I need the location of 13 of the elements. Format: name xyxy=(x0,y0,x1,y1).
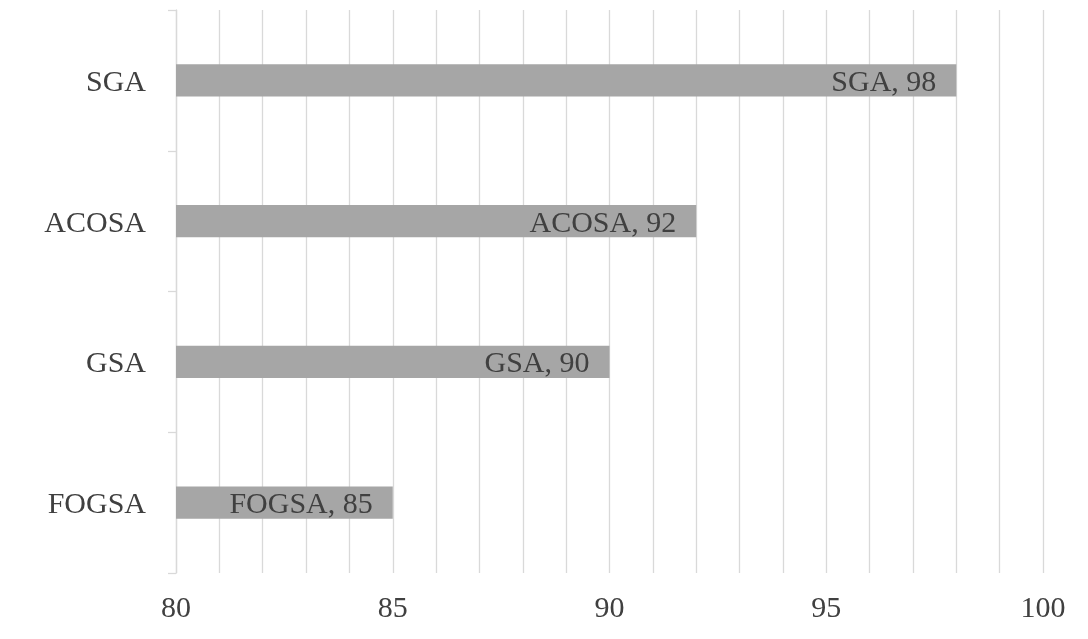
x-tick-label: 85 xyxy=(377,589,408,623)
data-label: SGA, 98 xyxy=(831,63,937,97)
data-label: GSA, 90 xyxy=(484,345,590,379)
x-tick-label: 95 xyxy=(811,589,842,623)
x-tick-label: 100 xyxy=(1020,589,1066,623)
data-label: ACOSA, 92 xyxy=(529,204,677,238)
y-tick-label: GSA xyxy=(85,345,147,379)
y-tick-label: FOGSA xyxy=(47,486,147,520)
x-tick-label: 90 xyxy=(594,589,625,623)
y-tick-label: ACOSA xyxy=(44,204,147,238)
x-tick-label: 80 xyxy=(161,589,191,623)
data-label: FOGSA, 85 xyxy=(229,486,373,520)
y-tick-label: SGA xyxy=(85,63,147,97)
